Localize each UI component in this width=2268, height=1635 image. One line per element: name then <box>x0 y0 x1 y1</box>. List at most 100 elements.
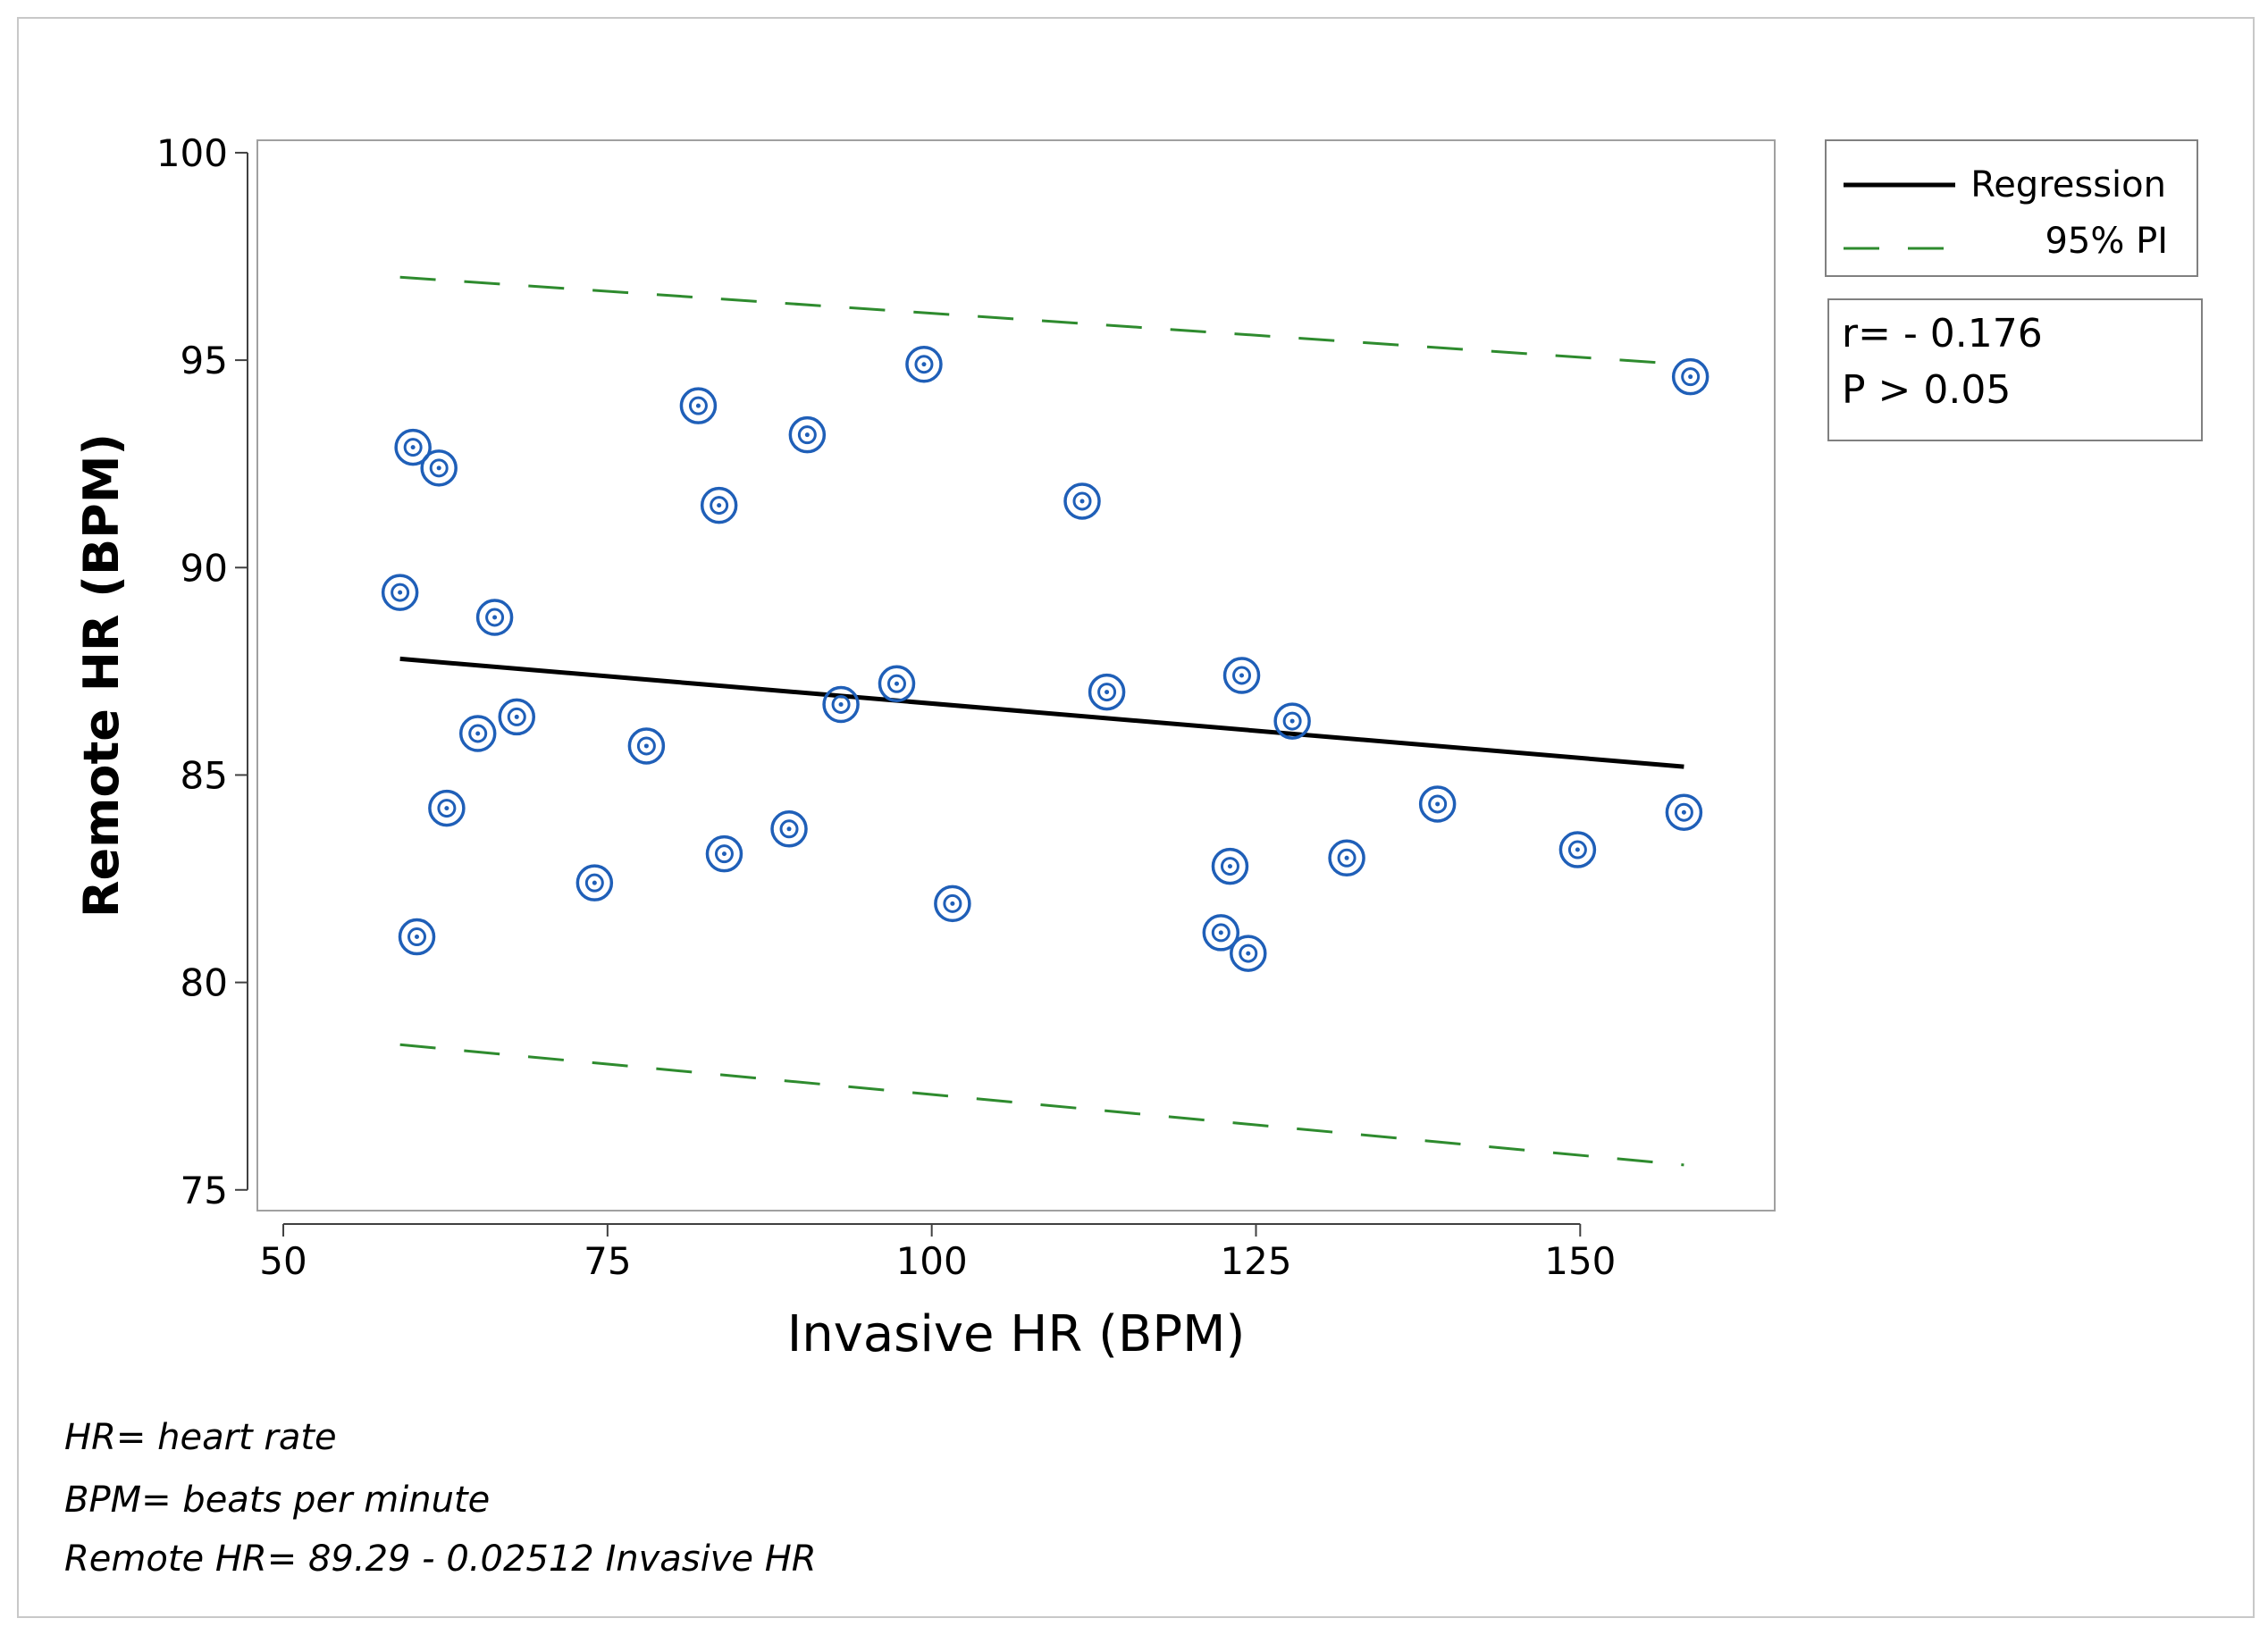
data-point-inner-ring <box>1567 840 1587 859</box>
data-point <box>1558 831 1597 868</box>
data-point-inner-ring <box>1097 683 1117 702</box>
data-point-inner-ring <box>407 927 427 947</box>
data-point-inner-ring <box>1232 666 1252 685</box>
data-point-outer-ring <box>1558 831 1597 868</box>
x-axis: 50 75 100 125 150 <box>259 1223 1616 1283</box>
data-point-center <box>1079 499 1085 504</box>
data-point <box>770 810 808 848</box>
data-point-center <box>514 714 519 719</box>
data-point <box>1665 793 1703 831</box>
data-point <box>458 715 497 752</box>
x-tick-label-150: 150 <box>1544 1239 1616 1283</box>
data-point <box>1063 482 1101 520</box>
data-point-center <box>786 826 792 832</box>
data-point-inner-ring <box>714 844 734 864</box>
data-point-inner-ring <box>636 736 656 756</box>
y-axis: 75 80 85 90 95 100 <box>156 131 248 1212</box>
data-point <box>498 698 536 736</box>
data-point <box>420 449 458 487</box>
data-point-outer-ring <box>770 810 808 848</box>
data-point-center <box>1688 374 1693 380</box>
data-point-outer-ring <box>1063 482 1101 520</box>
data-point-center <box>1435 801 1441 807</box>
legend: Regression 95% PI <box>1825 139 2198 277</box>
data-point <box>1202 914 1240 952</box>
data-point-outer-ring <box>381 574 419 611</box>
data-point <box>1418 785 1457 823</box>
data-point-outer-ring <box>627 727 666 765</box>
data-point-inner-ring <box>403 438 423 457</box>
data-point-outer-ring <box>905 345 943 383</box>
data-point-inner-ring <box>1072 491 1092 511</box>
y-tick-label-75: 75 <box>181 1169 228 1212</box>
data-point-inner-ring <box>1428 794 1448 814</box>
data-point-inner-ring <box>914 355 934 374</box>
data-point-outer-ring <box>428 789 466 827</box>
data-point-center <box>592 880 597 885</box>
data-point-center <box>492 615 498 620</box>
data-point <box>1222 657 1261 694</box>
x-axis-label: Invasive HR (BPM) <box>787 1305 1246 1363</box>
stats-p-value: P > 0.05 <box>1842 367 2011 413</box>
data-point-center <box>717 503 722 508</box>
data-point-inner-ring <box>943 893 962 913</box>
pi-upper-line <box>399 275 1684 366</box>
y-tick-label-85: 85 <box>181 753 228 797</box>
data-point-outer-ring <box>1273 702 1311 740</box>
data-point-outer-ring <box>1418 785 1457 823</box>
x-tick-label-125: 125 <box>1220 1239 1291 1283</box>
data-point-center <box>695 403 701 408</box>
data-point-inner-ring <box>1681 367 1701 387</box>
data-point-inner-ring <box>437 799 457 818</box>
data-point-outer-ring <box>788 415 827 454</box>
data-point-center <box>1344 855 1349 860</box>
stats-box-frame <box>1827 298 2203 441</box>
data-point-inner-ring <box>391 583 410 602</box>
data-point-outer-ring <box>700 486 738 524</box>
legend-regression-label: Regression <box>1970 164 2166 205</box>
data-point-outer-ring <box>878 665 916 703</box>
data-point <box>381 574 419 611</box>
legend-pi-label: 95% PI <box>2045 221 2168 262</box>
data-point-inner-ring <box>584 873 604 893</box>
data-point-inner-ring <box>468 724 488 743</box>
data-point <box>700 486 738 524</box>
data-point-inner-ring <box>779 819 799 839</box>
data-point <box>788 415 827 454</box>
data-point-inner-ring <box>1211 923 1231 943</box>
x-tick-label-75: 75 <box>584 1239 631 1283</box>
data-point-outer-ring <box>475 599 514 636</box>
data-point <box>705 834 743 873</box>
data-points <box>381 345 1709 972</box>
data-point-inner-ring <box>831 695 851 715</box>
data-point-center <box>1105 690 1110 695</box>
legend-box <box>1825 139 2198 277</box>
data-point <box>1211 847 1249 885</box>
data-point <box>627 727 666 765</box>
data-point-outer-ring <box>822 685 860 724</box>
data-point-inner-ring <box>1674 802 1693 822</box>
data-point-center <box>643 743 649 749</box>
pi-lower-line <box>399 1043 1684 1167</box>
data-point <box>934 885 971 923</box>
data-point-center <box>1246 951 1251 956</box>
prediction-interval-lines <box>399 275 1684 1167</box>
data-point-outer-ring <box>1671 357 1709 396</box>
footnote-2: BPM= beats per minute <box>64 1480 490 1521</box>
data-point-center <box>475 731 481 736</box>
data-point-inner-ring <box>710 496 729 516</box>
data-point-inner-ring <box>485 608 505 627</box>
data-point-outer-ring <box>575 864 614 901</box>
data-point-inner-ring <box>1282 711 1302 731</box>
data-point-outer-ring <box>1230 935 1267 972</box>
data-point-outer-ring <box>934 885 971 923</box>
data-point-outer-ring <box>679 387 718 424</box>
data-point <box>1671 357 1709 396</box>
data-point-outer-ring <box>1665 793 1703 831</box>
data-point <box>475 599 514 636</box>
data-point <box>905 345 943 383</box>
data-point-inner-ring <box>1337 848 1357 868</box>
x-tick-label-50: 50 <box>259 1239 307 1283</box>
data-point-outer-ring <box>398 918 436 956</box>
